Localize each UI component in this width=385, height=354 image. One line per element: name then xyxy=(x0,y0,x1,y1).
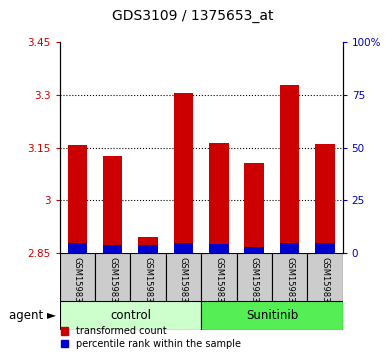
Text: GSM159833: GSM159833 xyxy=(108,257,117,308)
Bar xyxy=(201,253,236,301)
Bar xyxy=(244,247,264,253)
Bar xyxy=(244,162,264,253)
Bar xyxy=(103,245,122,253)
Bar xyxy=(315,243,335,253)
Bar xyxy=(280,85,299,253)
Text: GSM159832: GSM159832 xyxy=(250,257,259,308)
Text: GSM159830: GSM159830 xyxy=(73,257,82,308)
Text: GSM159838: GSM159838 xyxy=(320,257,330,308)
Bar xyxy=(236,253,272,301)
Bar xyxy=(131,253,166,301)
Bar xyxy=(138,245,158,253)
Text: GSM159831: GSM159831 xyxy=(214,257,223,308)
Bar xyxy=(68,243,87,253)
Bar xyxy=(95,253,131,301)
Bar xyxy=(201,301,343,330)
Legend: transformed count, percentile rank within the sample: transformed count, percentile rank withi… xyxy=(61,326,241,349)
Bar xyxy=(103,155,122,253)
Bar xyxy=(138,237,158,253)
Bar xyxy=(68,145,87,253)
Bar xyxy=(280,242,299,253)
Bar xyxy=(60,253,95,301)
Text: Sunitinib: Sunitinib xyxy=(246,309,298,322)
Text: agent ►: agent ► xyxy=(9,309,56,322)
Text: GSM159837: GSM159837 xyxy=(285,257,294,308)
Text: GSM159834: GSM159834 xyxy=(144,257,152,308)
Bar xyxy=(174,93,193,253)
Bar xyxy=(272,253,307,301)
Text: GDS3109 / 1375653_at: GDS3109 / 1375653_at xyxy=(112,9,273,23)
Bar xyxy=(307,253,343,301)
Text: GSM159835: GSM159835 xyxy=(179,257,188,308)
Bar xyxy=(315,144,335,253)
Bar xyxy=(209,143,229,253)
Text: control: control xyxy=(110,309,151,322)
Bar xyxy=(209,244,229,253)
Bar xyxy=(174,243,193,253)
Bar xyxy=(60,301,201,330)
Bar xyxy=(166,253,201,301)
